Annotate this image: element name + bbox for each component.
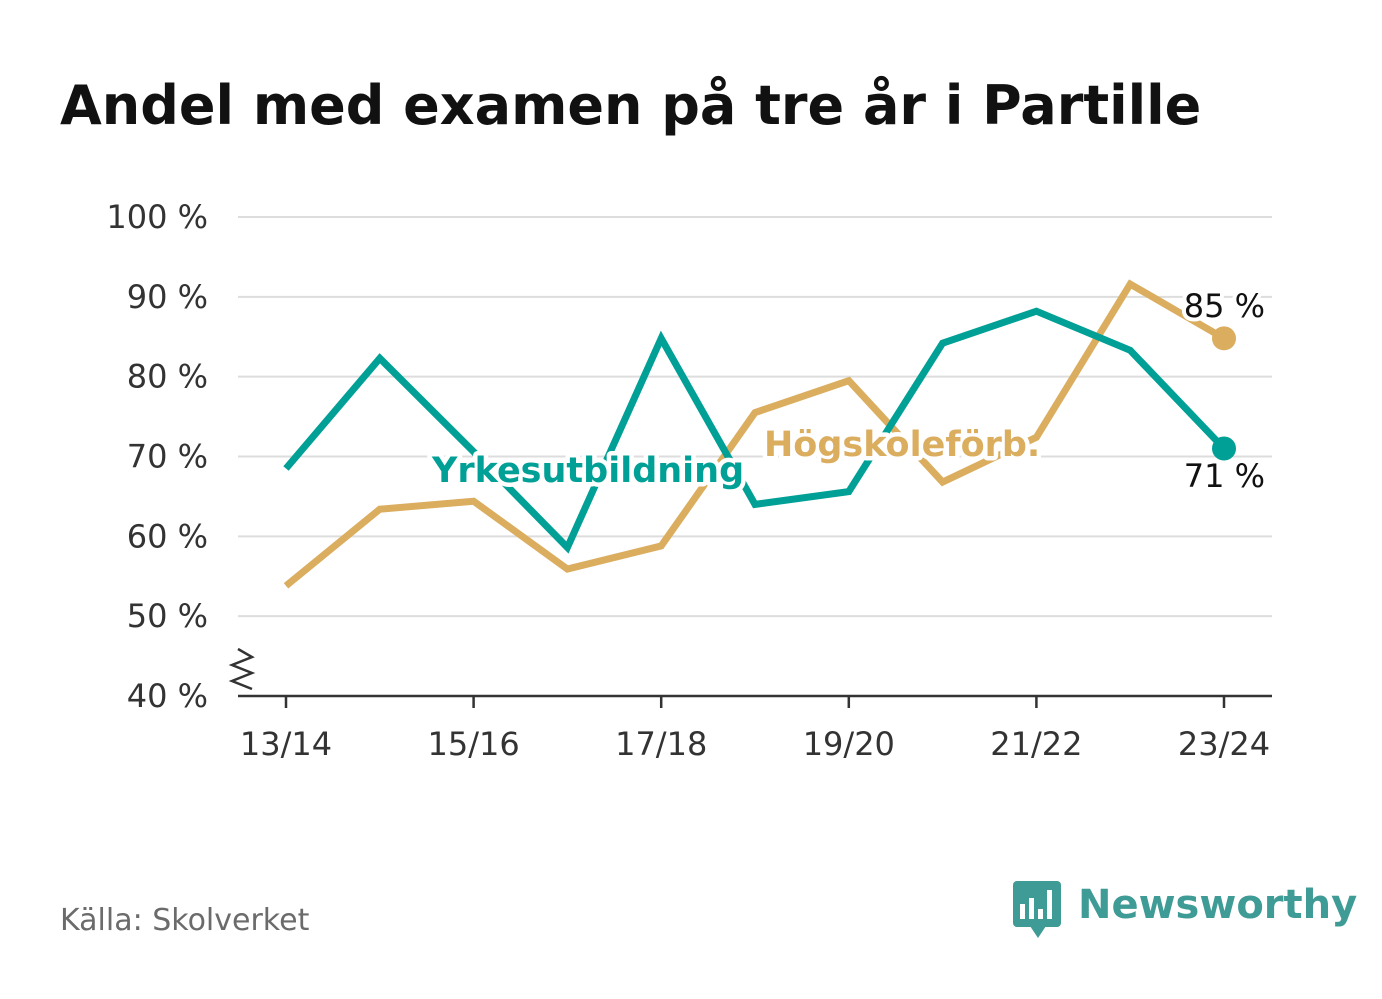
y-axis-labels: 40 % 50 % 60 % 70 % 80 % 90 % 100 %	[106, 198, 208, 715]
end-value-label: 71 %	[1184, 457, 1265, 495]
axis-break-icon	[228, 647, 256, 691]
series-lines	[283, 279, 1236, 589]
x-tick-label: 13/14	[240, 725, 332, 763]
x-tick-label: 17/18	[615, 725, 707, 763]
x-tick-label: 21/22	[990, 725, 1082, 763]
end-point-yrkesutbildning	[1212, 436, 1236, 461]
x-tick-label: 23/24	[1178, 725, 1270, 763]
source-note: Källa: Skolverket	[60, 903, 310, 938]
y-tick-label: 70 %	[127, 438, 208, 476]
y-tick-label: 100 %	[106, 198, 208, 236]
series-labels: Yrkesutbildning Högskoleförb. 71 % 85 %	[427, 283, 1270, 499]
y-tick-label: 90 %	[127, 278, 208, 316]
end-point-hogskoleforb	[1212, 326, 1236, 351]
gridlines	[228, 216, 1272, 691]
x-axis: 13/14 15/16 17/18 19/20 21/22 23/24	[238, 694, 1272, 763]
x-tick-label: 15/16	[427, 725, 519, 763]
y-tick-label: 80 %	[127, 358, 208, 396]
newsworthy-logo[interactable]: Newsworthy	[1013, 881, 1357, 938]
x-tick-label: 19/20	[803, 725, 895, 763]
y-tick-label: 60 %	[127, 517, 208, 555]
series-name-label: Yrkesutbildning	[431, 451, 744, 491]
series-name-label: Högskoleförb.	[764, 425, 1040, 465]
chart-title: Andel med examen på tre år i Partille	[60, 74, 1201, 137]
end-value-label: 85 %	[1184, 287, 1265, 325]
series-line-yrkesutbildning	[283, 307, 1227, 554]
y-tick-label: 50 %	[127, 597, 208, 635]
y-tick-label: 40 %	[127, 677, 208, 715]
bar-chart-speech-bubble-icon	[1013, 881, 1061, 938]
series-line-hogskoleforb	[283, 279, 1226, 589]
brand-name: Newsworthy	[1078, 882, 1357, 928]
